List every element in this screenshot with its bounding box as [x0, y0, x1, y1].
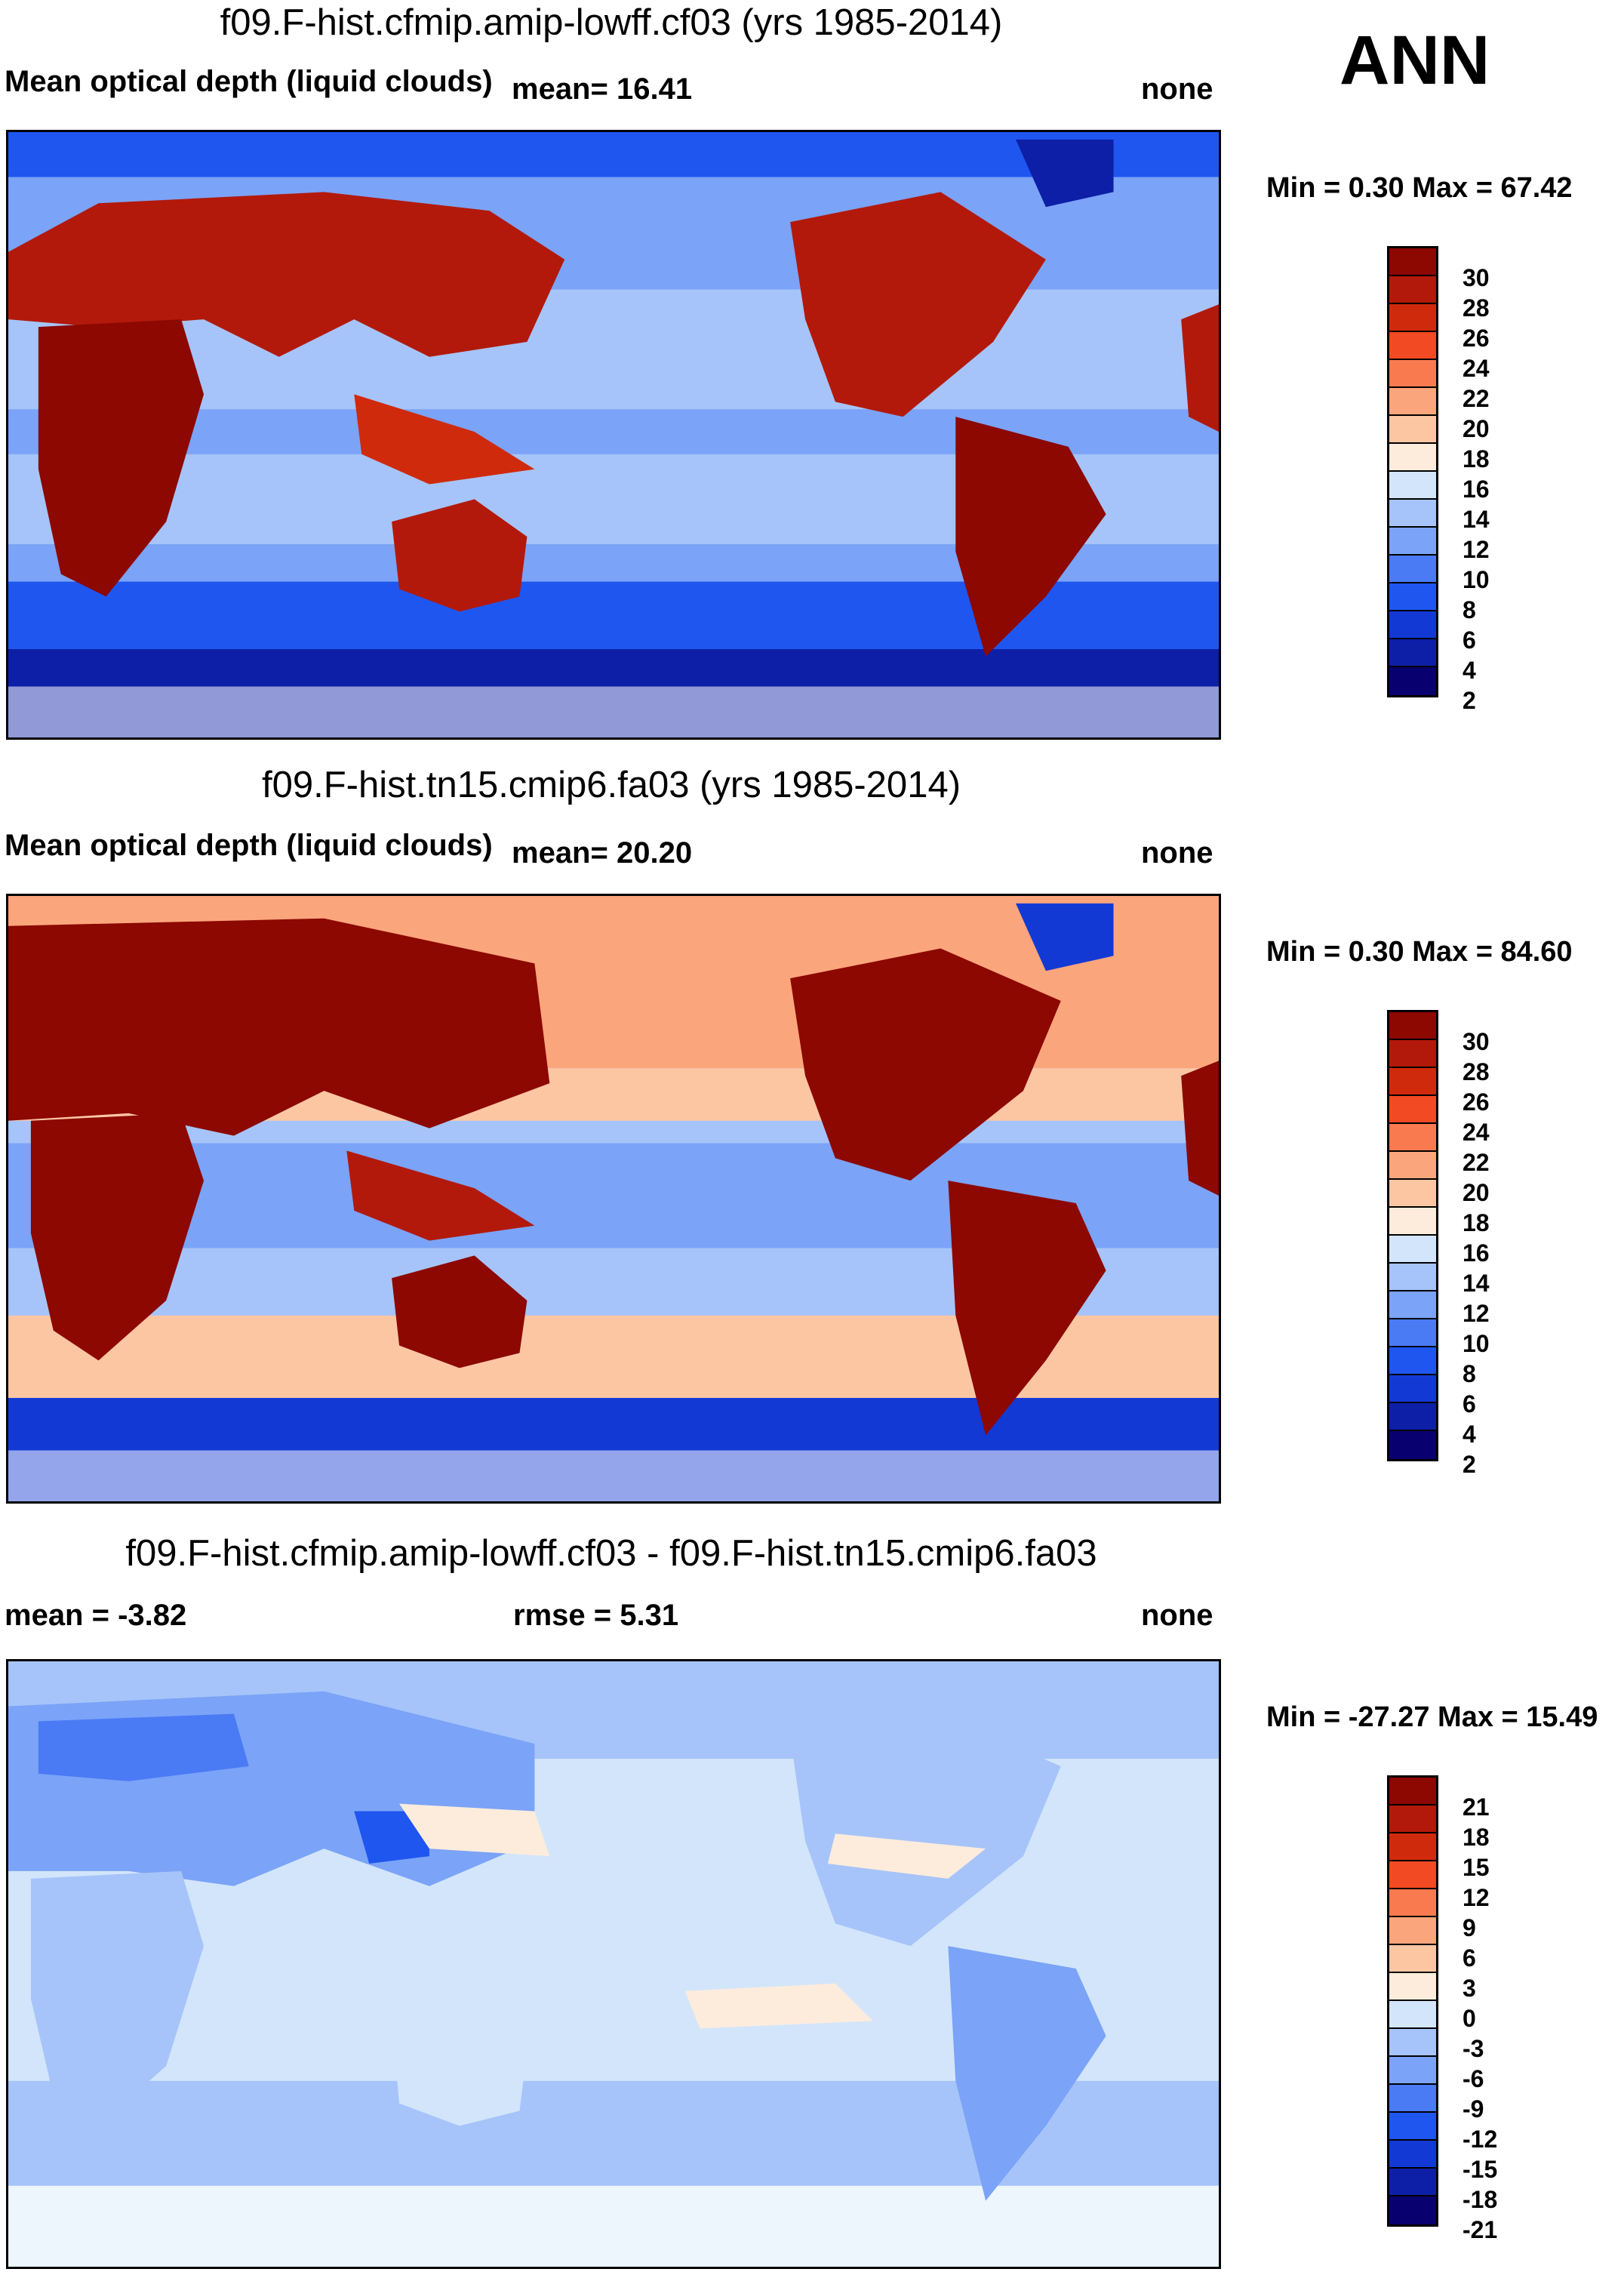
panel-2-tick: 26 — [1463, 1088, 1490, 1116]
panel-2-tick: 10 — [1463, 1330, 1490, 1357]
panel-2-tick: 20 — [1463, 1179, 1490, 1206]
panel-2-tick: 4 — [1463, 1421, 1476, 1448]
panel-1-variable: Mean optical depth (liquid clouds) — [5, 65, 493, 98]
panel-3-map — [6, 1659, 1221, 2269]
panel-2-tick: 30 — [1463, 1028, 1490, 1055]
panel-3-mean: mean = -3.82 — [5, 1599, 187, 1632]
panel-1-mean: mean= 16.41 — [512, 72, 693, 106]
panel-3-tick: 18 — [1463, 1824, 1490, 1851]
panel-1-tick: 30 — [1463, 264, 1490, 291]
panel-2-tick: 16 — [1463, 1239, 1490, 1267]
panel-1-tick: 12 — [1463, 536, 1490, 563]
season-label: ANN — [1339, 22, 1490, 99]
panel-1-tick: 4 — [1463, 657, 1476, 684]
panel-3-colorbar — [1387, 1775, 1438, 2227]
panel-2-tick: 24 — [1463, 1119, 1490, 1146]
panel-3-tick: -18 — [1463, 2186, 1498, 2213]
panel-1-tick: 26 — [1463, 325, 1490, 352]
panel-2-title: f09.F-hist.tn15.cmip6.fa03 (yrs 1985-201… — [261, 765, 961, 805]
panel-1-tick: 6 — [1463, 626, 1476, 654]
panel-1-minmax: Min = 0.30 Max = 67.42 — [1266, 172, 1573, 204]
panel-1-title: f09.F-hist.cfmip.amip-lowff.cf03 (yrs 19… — [220, 2, 1003, 43]
panel-2-tick: 8 — [1463, 1360, 1476, 1387]
panel-1-tick: 14 — [1463, 506, 1490, 533]
panel-2-tick: 12 — [1463, 1300, 1490, 1327]
panel-2-colorbar — [1387, 1010, 1438, 1461]
panel-1-tick: 16 — [1463, 476, 1490, 503]
panel-3-tick: -12 — [1463, 2126, 1498, 2153]
panel-1-tick: 8 — [1463, 596, 1476, 623]
panel-3-units: none — [1141, 1599, 1213, 1632]
panel-1-tick: 10 — [1463, 566, 1490, 593]
panel-1-colorbar — [1387, 246, 1438, 697]
panel-1-tick: 2 — [1463, 687, 1476, 714]
panel-3-tick: -3 — [1463, 2035, 1484, 2062]
panel-2-tick: 22 — [1463, 1149, 1490, 1176]
panel-2-map — [6, 894, 1221, 1504]
panel-3-tick: -9 — [1463, 2095, 1484, 2123]
panel-2-tick: 6 — [1463, 1390, 1476, 1418]
panel-1-tick: 20 — [1463, 415, 1490, 442]
panel-3-tick: 0 — [1463, 2005, 1476, 2032]
panel-1-tick: 22 — [1463, 385, 1490, 412]
panel-2-tick: 18 — [1463, 1209, 1490, 1236]
panel-2-variable: Mean optical depth (liquid clouds) — [5, 829, 493, 862]
panel-1-tick: 28 — [1463, 294, 1490, 322]
panel-2-minmax: Min = 0.30 Max = 84.60 — [1266, 936, 1573, 968]
panel-1-tick: 24 — [1463, 355, 1490, 382]
panel-2-tick: 14 — [1463, 1270, 1490, 1297]
panel-3-minmax: Min = -27.27 Max = 15.49 — [1266, 1701, 1598, 1733]
panel-3-tick: -21 — [1463, 2216, 1498, 2243]
panel-1-map — [6, 130, 1221, 740]
panel-3-tick: 6 — [1463, 1944, 1476, 1972]
panel-3-tick: 12 — [1463, 1884, 1490, 1911]
panel-2-mean: mean= 20.20 — [512, 836, 693, 870]
panel-1-units: none — [1141, 72, 1213, 106]
panel-3-tick: 3 — [1463, 1975, 1476, 2002]
panel-3-tick: 21 — [1463, 1793, 1490, 1821]
panel-3-tick: 15 — [1463, 1854, 1490, 1881]
panel-2-units: none — [1141, 836, 1213, 870]
panel-1-tick: 18 — [1463, 445, 1490, 473]
panel-3-tick: -15 — [1463, 2156, 1498, 2183]
panel-3-tick: -6 — [1463, 2065, 1484, 2092]
panel-2-tick: 2 — [1463, 1451, 1476, 1478]
panel-3-title: f09.F-hist.cfmip.amip-lowff.cf03 - f09.F… — [125, 1533, 1097, 1574]
panel-3-rmse: rmse = 5.31 — [513, 1599, 679, 1632]
panel-2-tick: 28 — [1463, 1058, 1490, 1085]
panel-3-tick: 9 — [1463, 1914, 1476, 1941]
